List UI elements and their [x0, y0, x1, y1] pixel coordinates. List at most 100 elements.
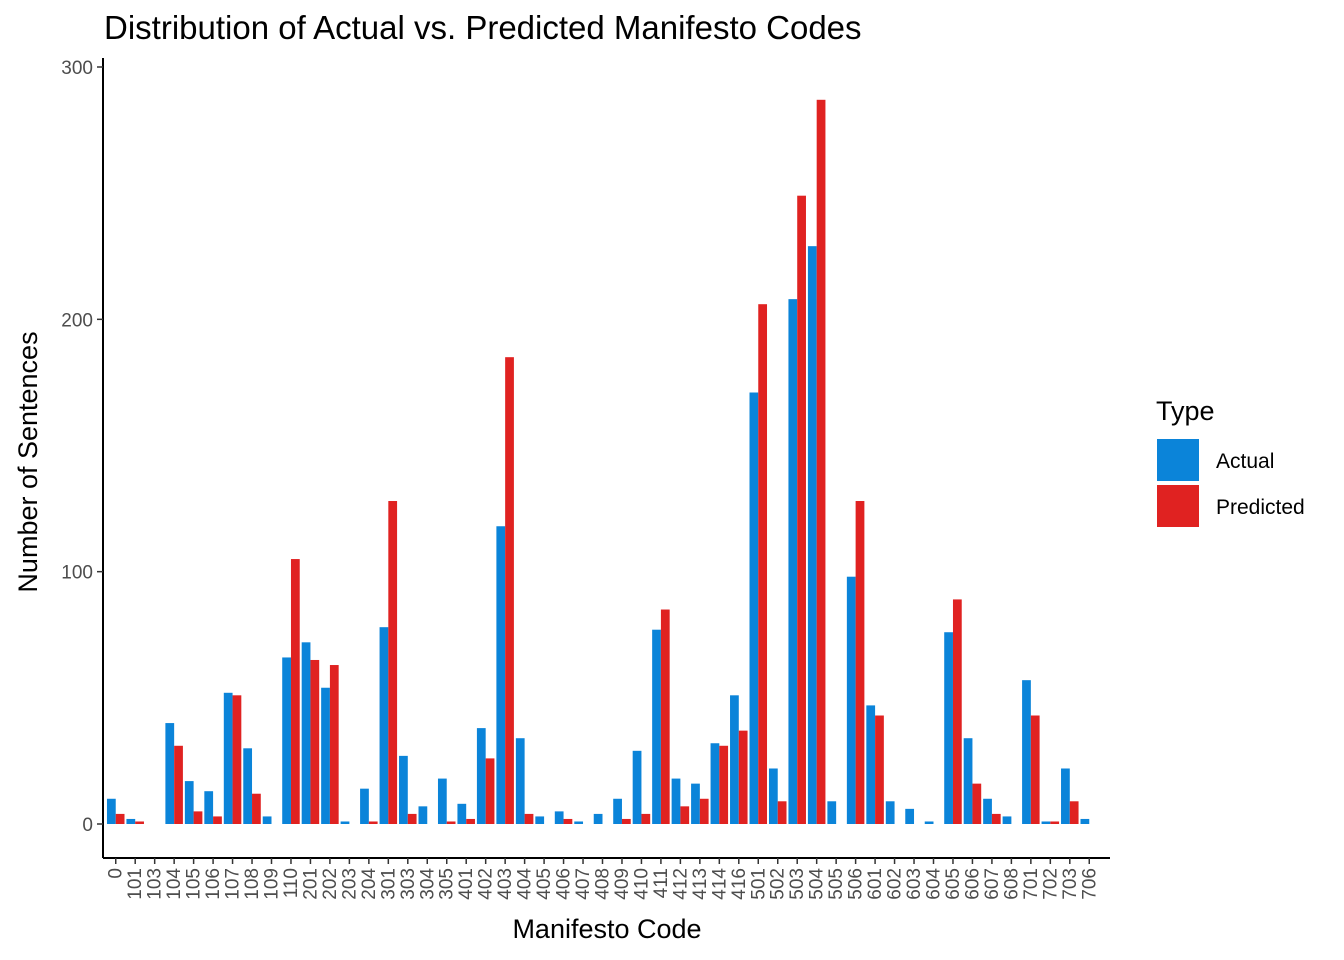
bar-actual-702: [1041, 821, 1051, 824]
bar-predicted-305: [446, 821, 456, 824]
x-tick-label: 303: [398, 868, 419, 900]
bar-predicted-414: [719, 745, 729, 824]
y-tick-label: 300: [61, 58, 93, 79]
x-tick-label: 109: [262, 868, 283, 900]
x-tick-label: 416: [729, 868, 750, 900]
bar-predicted-702: [1050, 821, 1060, 824]
bar-actual-703: [1061, 768, 1070, 824]
bar-predicted-410: [641, 813, 651, 824]
bar-predicted-607: [991, 813, 1001, 824]
bar-predicted-601: [875, 715, 884, 824]
x-tick-label: 103: [145, 868, 166, 900]
bar-actual-109: [262, 816, 272, 824]
bar-actual-201: [301, 642, 311, 824]
x-tick-label: 602: [885, 868, 906, 900]
bar-predicted-107: [232, 695, 242, 824]
x-tick-label: 414: [709, 868, 730, 900]
bar-actual-401: [457, 803, 467, 824]
x-tick-label: 703: [1060, 868, 1081, 900]
bar-predicted-701: [1030, 715, 1040, 824]
x-tick-label: 305: [437, 868, 458, 900]
x-tick-label: 203: [339, 868, 360, 900]
bar-predicted-501: [758, 304, 768, 824]
bar-actual-301: [379, 627, 389, 824]
legend: Type Actual Predicted: [1156, 396, 1305, 527]
bar-predicted-106: [213, 816, 222, 824]
bar-predicted-506: [855, 501, 865, 824]
bar-predicted-204: [368, 821, 378, 824]
legend-label-actual: Actual: [1216, 450, 1274, 473]
x-tick-label: 601: [865, 868, 886, 900]
bar-actual-106: [204, 791, 214, 824]
x-tick-label: 604: [924, 868, 945, 900]
x-tick-label: 201: [300, 868, 321, 900]
bar-predicted-406: [563, 818, 573, 824]
bar-predicted-105: [193, 811, 203, 824]
bar-actual-406: [554, 811, 564, 824]
x-tick-label: 304: [417, 868, 438, 900]
bar-actual-404: [515, 738, 525, 824]
bar-actual-408: [593, 813, 603, 824]
bar-actual-706: [1080, 818, 1090, 824]
bar-predicted-502: [777, 801, 787, 824]
bar-actual-502: [768, 768, 778, 824]
bar-predicted-104: [174, 745, 183, 824]
x-tick-label: 603: [904, 868, 925, 900]
bar-actual-203: [340, 821, 350, 824]
bar-actual-101: [126, 818, 136, 824]
bar-actual-104: [165, 723, 175, 824]
x-tick-label: 202: [320, 868, 341, 900]
x-tick-label: 412: [670, 868, 691, 900]
x-tick-label: 0: [106, 868, 127, 879]
bar-predicted-303: [407, 813, 417, 824]
bar-predicted-504: [816, 99, 826, 825]
bar-predicted-101: [135, 821, 144, 824]
bar-predicted-301: [388, 501, 398, 824]
x-tick-label: 702: [1040, 868, 1061, 900]
bar-actual-416: [730, 695, 739, 824]
bar-actual-701: [1022, 680, 1031, 824]
x-tick-label: 608: [1001, 868, 1022, 900]
x-tick-label: 504: [807, 868, 828, 900]
bar-predicted-403: [505, 357, 514, 824]
bar-actual-402: [476, 728, 486, 824]
x-tick-label: 401: [456, 868, 477, 900]
bar-predicted-503: [797, 195, 806, 824]
bar-actual-107: [223, 692, 233, 824]
x-tick-label: 413: [690, 868, 711, 900]
x-tick-label: 410: [631, 868, 652, 900]
bar-actual-305: [437, 778, 447, 824]
y-tick-label: 0: [82, 815, 93, 836]
x-tick-label: 407: [573, 868, 594, 900]
bar-actual-506: [846, 576, 856, 824]
bar-actual-606: [963, 738, 973, 824]
legend-title: Type: [1156, 396, 1215, 426]
x-tick-label: 411: [651, 868, 672, 898]
bar-actual-503: [788, 299, 798, 824]
x-tick-label: 501: [748, 868, 769, 900]
bar-actual-110: [282, 657, 291, 824]
bar-actual-303: [399, 755, 408, 824]
bar-predicted-201: [310, 659, 320, 824]
bar-actual-409: [613, 798, 622, 824]
bar-predicted-401: [466, 818, 475, 824]
bar-actual-0: [106, 798, 116, 824]
bar-predicted-409: [621, 818, 631, 824]
bar-predicted-413: [699, 798, 709, 824]
legend-swatch-actual: [1157, 439, 1199, 481]
x-tick-label: 104: [164, 868, 185, 900]
x-tick-label: 101: [125, 868, 146, 900]
bar-actual-505: [827, 801, 837, 824]
x-tick-label: 301: [378, 868, 399, 900]
x-tick-label: 605: [943, 868, 964, 900]
bar-actual-604: [924, 821, 934, 824]
legend-swatch-predicted: [1157, 485, 1199, 527]
bar-actual-412: [671, 778, 681, 824]
x-tick-label: 502: [768, 868, 789, 900]
bar-actual-405: [535, 816, 545, 824]
bar-actual-414: [710, 743, 720, 824]
x-tick-label: 503: [787, 868, 808, 900]
x-tick-label: 607: [982, 868, 1003, 900]
bar-predicted-411: [660, 609, 670, 824]
